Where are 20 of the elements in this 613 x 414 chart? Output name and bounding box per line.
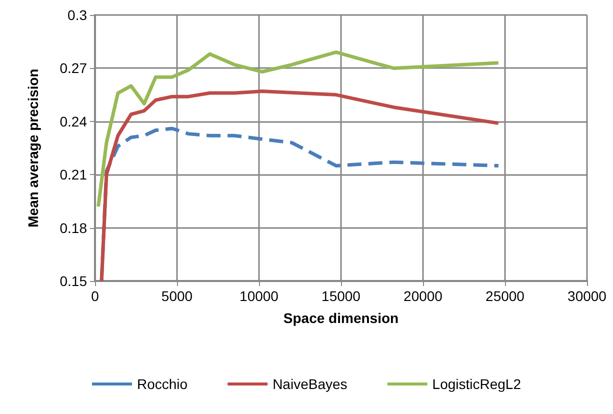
- y-tick-label: 0.3: [68, 7, 88, 23]
- y-tick-label: 0.24: [60, 113, 88, 130]
- y-tick-label: 0.15: [60, 273, 88, 289]
- y-tick-label: 0.21: [60, 166, 88, 183]
- x-tick-label: 0: [91, 288, 100, 304]
- y-axis-title: Mean average precision: [25, 68, 41, 228]
- line-series: [100, 90, 500, 283]
- line-series: [96, 50, 500, 208]
- legend-label: LogisticRegL2: [432, 376, 522, 392]
- legend-label: Rocchio: [136, 376, 188, 392]
- x-tick-label: 15000: [322, 288, 361, 304]
- legend-label: NaiveBayes: [272, 376, 348, 392]
- x-tick-label: 25000: [486, 288, 525, 304]
- x-tick-label: 5000: [161, 288, 193, 304]
- x-tick-label: 10000: [240, 288, 279, 304]
- y-tick-label: 0.27: [60, 60, 88, 76]
- x-tick-label: 30000: [568, 288, 607, 304]
- x-axis-title: Space dimension: [283, 310, 399, 326]
- x-tick-label: 20000: [404, 288, 443, 304]
- y-tick-label: 0.18: [60, 220, 88, 236]
